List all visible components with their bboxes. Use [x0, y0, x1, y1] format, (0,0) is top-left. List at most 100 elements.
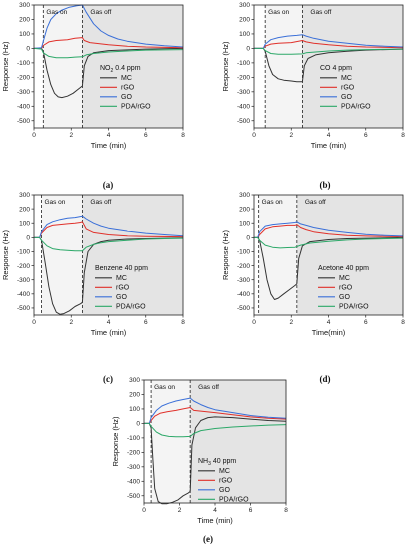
- series-line-rgo: [34, 37, 184, 49]
- x-tick-label: 6: [249, 507, 253, 514]
- series-line-pda-rgo: [254, 47, 404, 55]
- panel-label: (d): [320, 374, 331, 384]
- x-axis-label: Time (min): [91, 141, 127, 150]
- legend-entry: GO: [121, 94, 132, 101]
- x-tick-label: 0: [32, 132, 36, 139]
- x-tick-label: 8: [181, 132, 185, 139]
- x-tick-label: 6: [144, 319, 148, 326]
- legend-entry: GO: [219, 487, 230, 494]
- panel-label: (c): [103, 374, 113, 384]
- legend-entry: rGO: [339, 285, 353, 292]
- series-line-go: [254, 221, 404, 238]
- x-tick-label: 6: [144, 132, 148, 139]
- series-line-go: [254, 34, 404, 49]
- legend-title: CO 4 ppm: [320, 65, 352, 72]
- y-tick-label: -500: [17, 118, 30, 125]
- y-axis-label: Response (Hz): [1, 41, 10, 92]
- series-line-mc: [144, 416, 287, 505]
- x-tick-label: 2: [69, 132, 73, 139]
- series-line-go: [34, 215, 184, 238]
- y-tick-label: 300: [19, 2, 30, 9]
- y-tick-label: 200: [239, 206, 250, 213]
- x-axis-label: Time(min): [312, 328, 346, 337]
- y-tick-label: -400: [17, 103, 30, 110]
- x-tick-label: 0: [252, 319, 256, 326]
- y-tick-label: -500: [17, 305, 30, 312]
- series-line-rgo: [144, 407, 287, 424]
- x-axis-label: Time (min): [91, 328, 127, 337]
- y-tick-label: -500: [237, 305, 250, 312]
- x-tick-label: 8: [284, 507, 288, 514]
- gas-on-region: [43, 5, 83, 128]
- gas-off-annotation: Gas off: [305, 199, 326, 206]
- gas-on-annotation: Gas on: [154, 384, 175, 391]
- y-tick-label: -400: [127, 478, 140, 485]
- legend-entry: PDA/rGO: [121, 104, 151, 111]
- y-tick-label: -300: [237, 277, 250, 284]
- x-tick-label: 4: [327, 132, 331, 139]
- legend-title: Acetone 40 ppm: [318, 265, 369, 272]
- gas-off-annotation: Gas off: [310, 9, 331, 16]
- y-tick-label: -400: [17, 291, 30, 298]
- series-line-rgo: [34, 221, 184, 238]
- gas-on-annotation: Gas on: [268, 9, 289, 16]
- gas-on-annotation: Gas on: [44, 199, 65, 206]
- legend-entry: MC: [121, 75, 132, 82]
- y-tick-label: 300: [19, 192, 30, 199]
- y-tick-label: 0: [26, 235, 30, 242]
- x-tick-label: 2: [178, 507, 182, 514]
- legend-entry: rGO: [121, 85, 135, 92]
- y-tick-label: 200: [239, 17, 250, 24]
- series-line-pda-rgo: [254, 236, 404, 249]
- series-line-pda-rgo: [33, 47, 184, 59]
- series-line-mc: [34, 236, 184, 315]
- gas-off-region: [296, 195, 403, 315]
- y-tick-label: -100: [17, 60, 30, 67]
- x-tick-label: 0: [32, 319, 36, 326]
- y-tick-label: 300: [239, 192, 250, 199]
- y-tick-label: 300: [239, 2, 250, 9]
- legend-title: Benzene 40 ppm: [95, 265, 148, 272]
- panel-label: (e): [203, 534, 213, 544]
- x-tick-label: 8: [401, 132, 405, 139]
- gas-off-annotation: Gas off: [90, 9, 111, 16]
- y-tick-label: -500: [237, 118, 250, 125]
- legend-entry: GO: [341, 94, 352, 101]
- y-tick-label: -100: [17, 249, 30, 256]
- panel-label: (a): [103, 180, 114, 190]
- x-tick-label: 0: [252, 132, 256, 139]
- legend-entry: rGO: [341, 85, 355, 92]
- y-axis-label: Response (Hz): [221, 229, 230, 280]
- series-line-go: [144, 397, 287, 424]
- gas-off-annotation: Gas off: [90, 199, 111, 206]
- y-axis-label: Response (Hz): [111, 416, 120, 467]
- y-tick-label: 100: [129, 406, 140, 413]
- y-tick-label: 200: [19, 17, 30, 24]
- gas-on-region: [258, 195, 297, 315]
- series-line-rgo: [254, 224, 404, 238]
- x-tick-label: 2: [69, 319, 73, 326]
- gas-off-annotation: Gas off: [198, 384, 219, 391]
- gas-on-region: [265, 5, 303, 128]
- x-axis-label: Time (min): [311, 141, 347, 150]
- x-tick-label: 0: [142, 507, 146, 514]
- y-axis-label: Response (Hz): [1, 229, 10, 280]
- y-tick-label: 200: [129, 392, 140, 399]
- legend-entry: MC: [339, 275, 350, 282]
- legend-entry: PDA/rGO: [339, 304, 369, 311]
- y-tick-label: -100: [237, 249, 250, 256]
- y-tick-label: 0: [136, 421, 140, 428]
- y-tick-label: 0: [246, 46, 250, 53]
- x-tick-label: 4: [107, 319, 111, 326]
- y-tick-label: -300: [17, 277, 30, 284]
- y-tick-label: -200: [237, 263, 250, 270]
- gas-off-region: [82, 195, 183, 315]
- gas-off-region: [190, 380, 286, 503]
- gas-on-region: [41, 195, 83, 315]
- series-line-mc: [254, 236, 404, 300]
- x-tick-label: 2: [289, 319, 293, 326]
- y-tick-label: 200: [19, 206, 30, 213]
